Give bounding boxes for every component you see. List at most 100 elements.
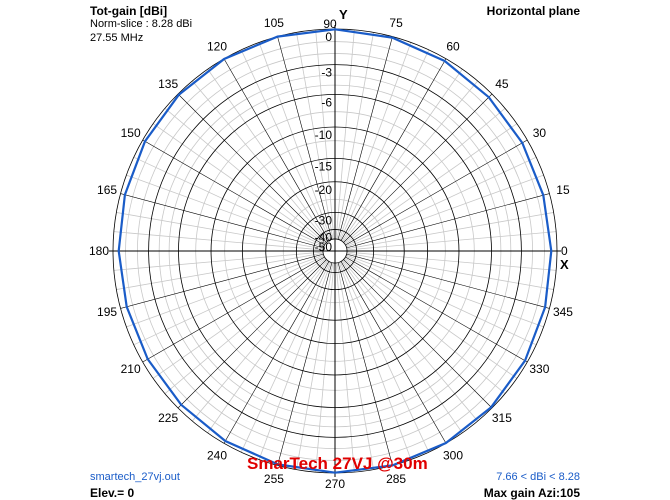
angle-tick-label: 30 bbox=[533, 126, 547, 140]
angle-tick-label: 15 bbox=[556, 183, 570, 197]
frequency-label: 27.55 MHz bbox=[90, 32, 144, 44]
grid-spoke-minor bbox=[343, 258, 506, 395]
pattern-layer bbox=[117, 28, 553, 474]
grid-spoke-minor bbox=[258, 42, 332, 240]
grid-spoke bbox=[177, 93, 327, 243]
angle-tick-label: 90 bbox=[323, 17, 337, 31]
angle-tick-label: 120 bbox=[207, 40, 227, 54]
grid-spoke-minor bbox=[344, 123, 518, 245]
grid-spoke-minor bbox=[315, 262, 335, 473]
grid-spoke-minor bbox=[344, 257, 518, 379]
tick-label-layer: 0 15 30 45 60 75 90 105 120 135 150 165 180 195 210 225… bbox=[89, 16, 573, 491]
grid-spoke-minor bbox=[346, 254, 544, 328]
plane-label: Horizontal plane bbox=[486, 4, 580, 18]
radial-tick-label: -15 bbox=[315, 159, 333, 173]
grid-spoke bbox=[223, 58, 330, 241]
grid-spoke-minor bbox=[336, 32, 374, 240]
angle-tick-label: 240 bbox=[207, 448, 227, 462]
radial-tick-label: -50 bbox=[315, 240, 333, 254]
elevation-label: Elev.= 0 bbox=[90, 486, 135, 500]
grid-spoke-minor bbox=[116, 212, 324, 250]
grid-spoke-minor bbox=[341, 260, 463, 434]
grid-spoke-minor bbox=[126, 174, 324, 248]
radial-tick-label: -30 bbox=[315, 213, 333, 227]
angle-tick-label: 315 bbox=[492, 411, 512, 425]
grid-spoke-minor bbox=[152, 123, 326, 245]
grid-layer bbox=[109, 25, 561, 477]
grid-spoke-minor bbox=[296, 32, 334, 240]
radial-tick-label: -6 bbox=[321, 95, 332, 109]
grid-spoke bbox=[346, 193, 550, 249]
grid-spoke-minor bbox=[345, 156, 537, 247]
grid-spoke bbox=[142, 256, 325, 363]
grid-spoke-minor bbox=[346, 252, 554, 290]
grid-spoke-minor bbox=[191, 80, 328, 243]
angle-tick-label: 105 bbox=[264, 16, 284, 30]
grid-spoke-minor bbox=[335, 29, 355, 240]
radial-tick-label: -10 bbox=[315, 128, 333, 142]
gain-range-label: 7.66 < dBi < 8.28 bbox=[496, 471, 580, 483]
grid-spoke-minor bbox=[342, 80, 479, 243]
grid-spoke bbox=[277, 262, 333, 466]
y-axis-label: Y bbox=[339, 7, 348, 22]
angle-tick-label: 150 bbox=[121, 126, 141, 140]
angle-tick-label: 180 bbox=[89, 244, 109, 258]
angle-tick-label: 300 bbox=[443, 448, 463, 462]
grid-spoke-minor bbox=[116, 252, 324, 290]
grid-spoke-minor bbox=[113, 231, 324, 251]
grid-spoke bbox=[343, 93, 493, 243]
grid-spoke-minor bbox=[240, 49, 331, 241]
grid-spoke bbox=[120, 253, 324, 309]
radial-tick-label: -3 bbox=[321, 66, 332, 80]
grid-spoke-minor bbox=[126, 254, 324, 328]
x-axis-label: X bbox=[560, 257, 569, 272]
angle-tick-label: 60 bbox=[446, 40, 460, 54]
grid-spoke-minor bbox=[342, 259, 479, 422]
grid-spoke-minor bbox=[113, 251, 324, 271]
grid-spoke-minor bbox=[346, 251, 557, 271]
grid-spoke bbox=[345, 256, 528, 363]
grid-spoke bbox=[343, 259, 493, 409]
grid-spoke-minor bbox=[346, 212, 554, 250]
grid-spoke-minor bbox=[258, 262, 332, 460]
max-gain-label: Max gain Azi:105 bbox=[483, 486, 580, 500]
grid-spoke bbox=[337, 36, 393, 240]
grid-spoke-minor bbox=[133, 255, 325, 346]
grid-spoke-minor bbox=[164, 107, 327, 244]
grid-spoke-minor bbox=[336, 262, 374, 470]
grid-spoke bbox=[277, 36, 333, 240]
angle-tick-label: 165 bbox=[97, 183, 117, 197]
angle-tick-label: 195 bbox=[97, 305, 117, 319]
angle-tick-label: 45 bbox=[495, 77, 509, 91]
grid-spoke-minor bbox=[315, 29, 335, 240]
radial-tick-label: 0 bbox=[325, 30, 332, 44]
grid-spoke-minor bbox=[296, 262, 334, 470]
grid-spoke-minor bbox=[133, 156, 325, 247]
grid-spoke bbox=[340, 58, 447, 241]
grid-spoke-minor bbox=[191, 259, 328, 422]
grid-spoke-minor bbox=[207, 260, 329, 434]
grid-spoke-minor bbox=[346, 231, 557, 251]
grid-spoke-minor bbox=[338, 262, 412, 460]
angle-tick-label: 0 bbox=[561, 244, 568, 258]
angle-tick-label: 330 bbox=[529, 362, 549, 376]
grid-spoke bbox=[223, 261, 330, 444]
grid-spoke-minor bbox=[164, 258, 327, 395]
grid-spoke-minor bbox=[152, 257, 326, 379]
grid-spoke-minor bbox=[335, 262, 355, 473]
angle-tick-label: 255 bbox=[264, 472, 284, 486]
grid-spoke bbox=[345, 139, 528, 246]
radial-tick-label: -40 bbox=[315, 230, 333, 244]
grid-spoke-minor bbox=[339, 261, 430, 453]
grid-spoke bbox=[177, 259, 327, 409]
grid-spoke-minor bbox=[339, 49, 430, 241]
grid-spoke bbox=[346, 253, 550, 309]
grid-spoke-minor bbox=[345, 255, 537, 346]
angle-tick-label: 210 bbox=[121, 362, 141, 376]
angle-tick-label: 75 bbox=[389, 16, 403, 30]
grid-spoke-minor bbox=[207, 68, 329, 242]
filename-label: smartech_27vj.out bbox=[90, 471, 180, 483]
radial-tick-label: -20 bbox=[315, 183, 333, 197]
norm-slice-label: Norm-slice : 8.28 dBi bbox=[90, 18, 193, 30]
